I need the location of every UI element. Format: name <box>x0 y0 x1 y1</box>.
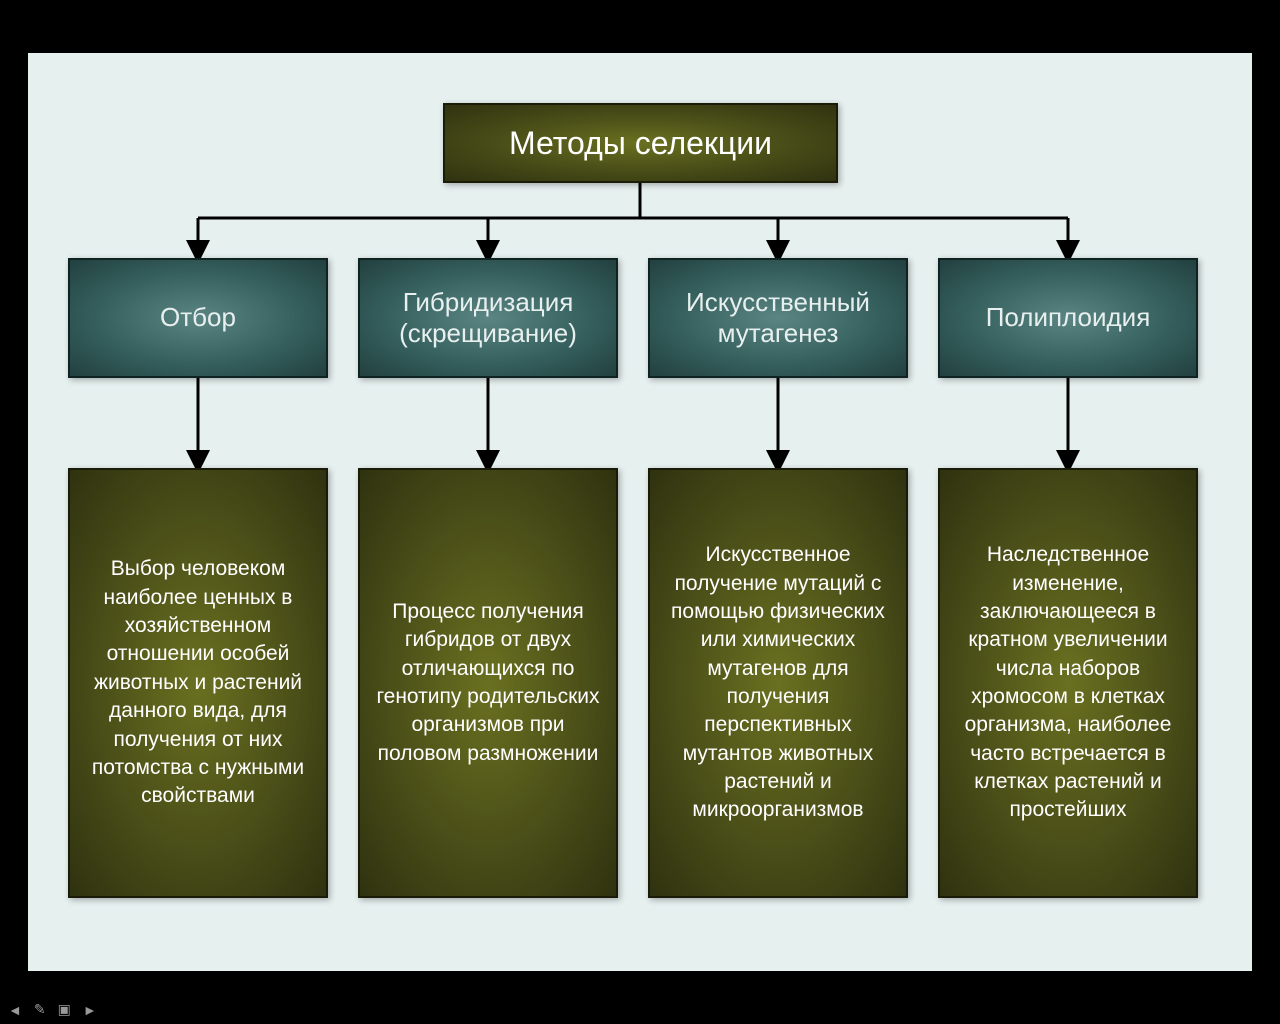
prev-icon[interactable]: ◄ <box>8 1002 22 1018</box>
slide: Методы селекции Отбор Выбор человеком наи… <box>28 53 1252 971</box>
method-node-0: Отбор <box>68 258 328 378</box>
method-title: Отбор <box>160 302 236 333</box>
method-desc-2: Искусственное получение мутаций с помощь… <box>648 468 908 898</box>
method-title: Гибридизация (скрещивание) <box>368 287 608 349</box>
method-node-3: Полиплоидия <box>938 258 1198 378</box>
root-label: Методы селекции <box>509 125 772 162</box>
method-desc-0: Выбор человеком наиболее ценных в хозяйс… <box>68 468 328 898</box>
slideshow-controls: ◄ ✎ ▣ ► <box>8 1001 97 1018</box>
menu-icon[interactable]: ▣ <box>58 1001 71 1018</box>
method-desc-text: Наследственное изменение, заключающееся … <box>954 541 1182 824</box>
pen-icon[interactable]: ✎ <box>34 1001 46 1018</box>
root-node: Методы селекции <box>443 103 838 183</box>
method-desc-text: Выбор человеком наиболее ценных в хозяйс… <box>84 555 312 810</box>
method-desc-3: Наследственное изменение, заключающееся … <box>938 468 1198 898</box>
method-title: Искусственный мутагенез <box>658 287 898 349</box>
method-title: Полиплоидия <box>986 302 1151 333</box>
method-desc-text: Процесс получения гибридов от двух отлич… <box>374 598 602 768</box>
method-desc-1: Процесс получения гибридов от двух отлич… <box>358 468 618 898</box>
method-desc-text: Искусственное получение мутаций с помощь… <box>664 541 892 824</box>
next-icon[interactable]: ► <box>83 1002 97 1018</box>
method-node-2: Искусственный мутагенез <box>648 258 908 378</box>
method-node-1: Гибридизация (скрещивание) <box>358 258 618 378</box>
